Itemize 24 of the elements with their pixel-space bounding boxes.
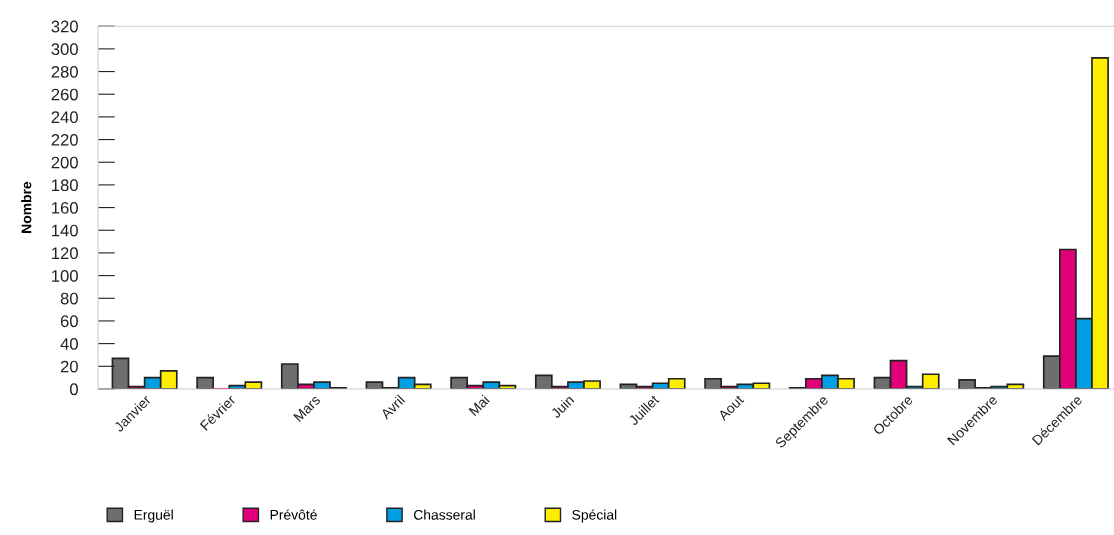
y-tick-label: 320 <box>51 20 78 33</box>
y-tick-label: 20 <box>60 360 78 373</box>
y-tick-label: 280 <box>51 65 78 78</box>
y-tick-label: 160 <box>52 201 78 214</box>
y-tick-label: 40 <box>60 338 78 350</box>
legend-label: Spécial <box>572 509 617 523</box>
legend-label: Chasseral <box>413 509 475 520</box>
legend-label: Erguël <box>134 509 173 523</box>
y-tick-label: 120 <box>52 247 78 260</box>
y-tick-label: 260 <box>51 88 78 101</box>
x-tick-label: Mai <box>468 394 490 417</box>
legend-label: Prévôté <box>270 509 317 520</box>
y-tick-label: 240 <box>51 111 78 124</box>
y-tick-label: 60 <box>60 315 78 328</box>
y-tick-label: 80 <box>60 292 78 305</box>
y-tick-label: 140 <box>52 224 78 237</box>
y-tick-label: 100 <box>52 269 78 282</box>
y-tick-label: 300 <box>51 43 78 56</box>
y-tick-label: 0 <box>69 383 78 396</box>
y-axis-title: Nombre <box>21 181 32 233</box>
y-tick-label: 200 <box>51 156 78 169</box>
y-tick-label: 220 <box>51 133 78 146</box>
x-tick-label: Juin <box>550 394 575 419</box>
y-tick-label: 180 <box>52 179 78 192</box>
